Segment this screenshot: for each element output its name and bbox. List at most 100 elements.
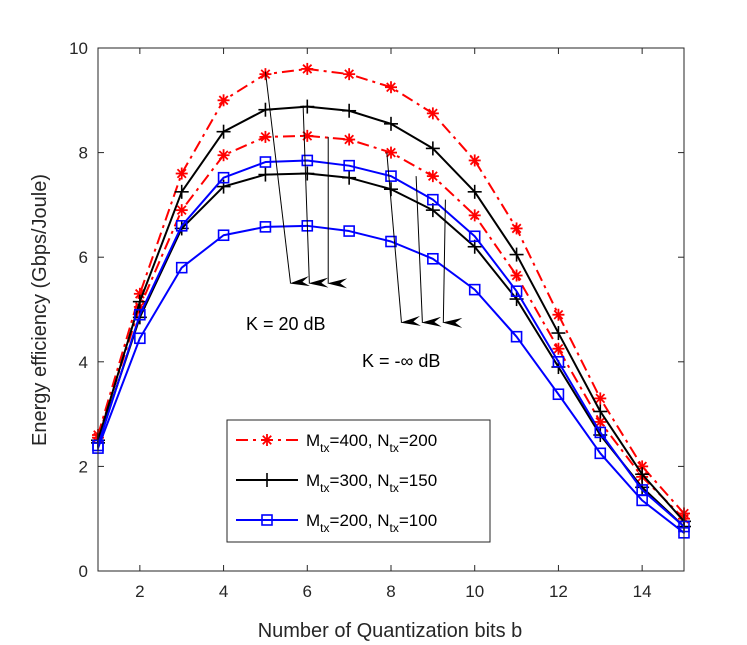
asterisk-stroke xyxy=(469,155,480,166)
legend-entry-m300: Mtx=300, Ntx=150 xyxy=(236,471,437,495)
legend-text-part: tx xyxy=(320,521,329,535)
square-outline xyxy=(594,447,607,460)
data-point xyxy=(552,355,565,368)
data-point xyxy=(134,332,146,345)
data-point xyxy=(468,209,481,222)
square-outline xyxy=(427,193,439,206)
data-point xyxy=(217,171,230,184)
annotation-k-neg-inf-db: K = -∞ dB xyxy=(362,351,440,371)
data-point xyxy=(342,103,357,118)
data-point xyxy=(175,261,188,274)
square-outline xyxy=(552,355,565,368)
data-point xyxy=(552,388,565,401)
data-point xyxy=(301,62,314,75)
legend-label: Mtx=400, Ntx=200 xyxy=(306,431,437,455)
legend-text-part: =300, N xyxy=(330,471,390,490)
legend-text-part: =200 xyxy=(399,431,437,450)
data-point xyxy=(134,308,146,321)
annotation-k-20db: K = 20 dB xyxy=(246,314,326,334)
square-outline xyxy=(175,261,188,274)
x-tick-label: 12 xyxy=(549,582,568,601)
square-outline xyxy=(343,159,355,172)
data-point xyxy=(427,193,439,206)
asterisk-stroke xyxy=(553,309,564,320)
y-tick-label: 6 xyxy=(79,248,88,267)
square-outline xyxy=(259,221,272,233)
asterisk-stroke xyxy=(260,132,271,142)
data-point xyxy=(551,326,566,341)
asterisk-stroke xyxy=(344,134,355,145)
square-outline xyxy=(468,230,481,243)
axes-layer: 2 4 6 8 10 12 14 0 2 4 6 8 10 xyxy=(69,39,685,601)
square-outline xyxy=(343,225,355,237)
series-m200-5 xyxy=(92,220,690,539)
annotation-arrow xyxy=(415,176,442,327)
data-point xyxy=(343,225,355,237)
data-point xyxy=(385,81,397,94)
data-point xyxy=(301,154,314,167)
data-point xyxy=(300,166,315,181)
data-point xyxy=(132,294,147,309)
data-point xyxy=(217,94,230,107)
data-point xyxy=(636,460,649,473)
legend-text-part: M xyxy=(306,511,320,530)
data-point xyxy=(343,133,356,146)
data-point xyxy=(635,467,650,482)
legend-text-part: M xyxy=(306,471,320,490)
legend-marker xyxy=(260,473,274,487)
square-outline xyxy=(636,494,648,507)
legend-text-part: =100 xyxy=(399,511,437,530)
asterisk-stroke xyxy=(262,435,272,445)
annotation-layer xyxy=(264,71,463,328)
square-outline xyxy=(510,285,523,297)
y-tick-label: 2 xyxy=(79,457,88,476)
asterisk-stroke xyxy=(427,108,438,119)
asterisk-stroke xyxy=(469,210,480,221)
square-outline xyxy=(385,235,397,248)
data-point xyxy=(510,222,523,235)
series-layer xyxy=(91,62,691,539)
data-point xyxy=(342,170,357,185)
legend-text-part: tx xyxy=(320,441,329,455)
legend-label: Mtx=300, Ntx=150 xyxy=(306,471,437,495)
data-point xyxy=(593,404,608,419)
x-axis-title: Number of Quantization bits b xyxy=(258,620,523,642)
data-point xyxy=(425,141,440,156)
data-point xyxy=(594,426,607,439)
asterisk-stroke xyxy=(218,95,229,106)
legend-text-part: =400, N xyxy=(330,431,390,450)
asterisk-stroke xyxy=(386,82,396,93)
square-outline xyxy=(175,220,188,232)
data-point xyxy=(594,392,607,405)
x-tick-label: 6 xyxy=(303,582,312,601)
data-point xyxy=(301,129,314,142)
data-point xyxy=(510,330,523,343)
asterisk-stroke xyxy=(386,147,396,158)
data-point xyxy=(385,170,397,182)
square-outline xyxy=(134,332,146,345)
x-tick-label: 8 xyxy=(386,582,395,601)
y-tick-label: 10 xyxy=(69,39,88,58)
legend-text-part: tx xyxy=(390,521,399,535)
square-outline xyxy=(552,388,565,401)
legend-entry-m400: Mtx=400, Ntx=200 xyxy=(236,431,437,455)
data-point xyxy=(468,230,481,243)
data-point xyxy=(509,247,524,262)
y-axis-title: Energy efficiency (Gbps/Joule) xyxy=(29,174,51,446)
series-m400-1 xyxy=(92,129,690,525)
asterisk-stroke xyxy=(427,171,438,182)
data-point xyxy=(300,99,315,114)
data-point xyxy=(426,107,439,120)
y-tick-label: 0 xyxy=(79,562,88,581)
data-point xyxy=(468,154,481,167)
asterisk-stroke xyxy=(176,205,187,216)
series-line xyxy=(97,224,685,534)
legend-marker xyxy=(261,514,273,526)
square-outline xyxy=(217,229,230,242)
data-point xyxy=(258,167,273,182)
square-outline xyxy=(385,170,397,182)
square-outline xyxy=(594,426,607,439)
data-point xyxy=(510,285,523,297)
data-point xyxy=(594,447,607,460)
